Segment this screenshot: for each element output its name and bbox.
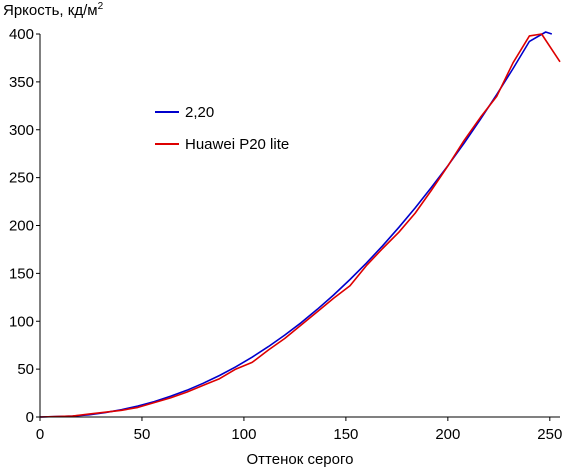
y-tick-label: 250 <box>9 170 34 187</box>
x-tick-label: 200 <box>435 426 460 443</box>
y-axis-title: Яркость, кд/м2 <box>3 1 104 19</box>
x-tick-label: 100 <box>231 426 256 443</box>
y-tick-label: 150 <box>9 265 34 282</box>
axes <box>39 34 560 418</box>
y-tick-label: 50 <box>17 361 34 378</box>
x-tick-label: 150 <box>333 426 358 443</box>
legend-label: Huawei P20 lite <box>185 136 289 153</box>
y-tick-label: 100 <box>9 313 34 330</box>
series-line-1 <box>39 31 553 418</box>
x-axis-ticks: 0 50 100 150 200 250 <box>36 417 562 443</box>
y-tick-label: 350 <box>9 74 34 91</box>
x-tick-label: 250 <box>537 426 562 443</box>
x-tick-label: 50 <box>134 426 151 443</box>
x-tick-label: 0 <box>36 426 44 443</box>
legend: 2,20 Huawei P20 lite <box>155 104 289 153</box>
y-tick-label: 0 <box>26 409 34 426</box>
x-axis-title: Оттенок серого <box>246 451 354 468</box>
y-axis-ticks: 0 50 100 150 200 250 300 350 400 <box>9 26 40 426</box>
y-tick-label: 200 <box>9 218 34 235</box>
y-tick-label: 300 <box>9 122 34 139</box>
series-layer <box>39 31 561 418</box>
legend-label: 2,20 <box>185 104 214 121</box>
y-tick-label: 400 <box>9 26 34 43</box>
series-line-2 <box>39 33 561 418</box>
